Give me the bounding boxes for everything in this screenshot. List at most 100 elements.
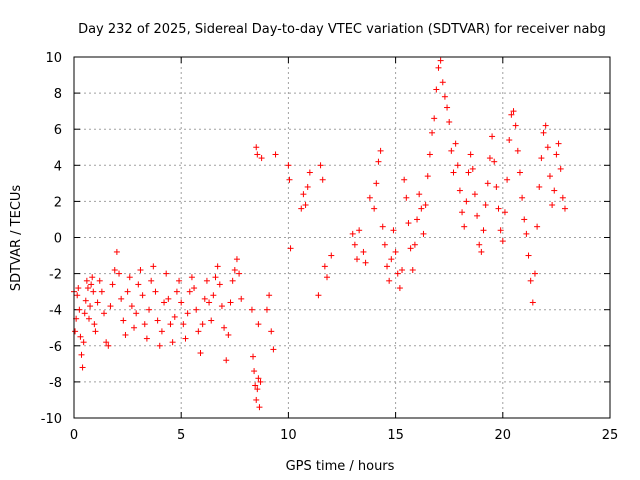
data-point [463, 198, 470, 205]
data-point [484, 180, 491, 187]
data-point [231, 266, 238, 273]
data-point [178, 299, 185, 306]
x-tick-label: 20 [495, 428, 512, 443]
data-point [84, 285, 91, 292]
data-point [109, 281, 116, 288]
data-point [315, 292, 322, 299]
y-tick-label: -2 [49, 268, 62, 283]
data-point [150, 263, 157, 270]
plot-frame [73, 56, 611, 419]
data-point [105, 342, 112, 349]
data-point [405, 220, 412, 227]
data-point [403, 194, 410, 201]
data-point [527, 277, 534, 284]
data-point [553, 151, 560, 158]
x-tick-label: 10 [280, 428, 297, 443]
data-point [203, 277, 210, 284]
data-point [225, 331, 232, 338]
data-point [493, 183, 500, 190]
data-point [148, 277, 155, 284]
data-point [429, 129, 436, 136]
data-point [255, 321, 262, 328]
data-point [557, 165, 564, 172]
chart-title: Day 232 of 2025, Sidereal Day-to-day VTE… [78, 22, 606, 37]
data-point [120, 317, 127, 324]
data-point [161, 299, 168, 306]
data-point [141, 321, 148, 328]
data-point [126, 274, 133, 281]
data-point [254, 386, 261, 393]
data-point [319, 176, 326, 183]
axis-ticks: 0 5 10 15 20 25 -10 -8 -6 -4 -2 0 2 4 6 8 10 [41, 51, 619, 443]
y-tick-label: -10 [41, 412, 62, 427]
data-point [444, 104, 451, 111]
data-point [418, 205, 425, 212]
data-point [426, 151, 433, 158]
data-point [437, 57, 444, 64]
data-point [506, 137, 513, 144]
data-point [300, 191, 307, 198]
data-point [366, 194, 373, 201]
data-point [416, 191, 423, 198]
data-point [461, 223, 468, 230]
x-tick-label: 15 [387, 428, 404, 443]
data-point [188, 274, 195, 281]
data-point [176, 277, 183, 284]
y-axis-label: SDTVAR / TECUs [9, 185, 24, 292]
data-point [448, 147, 455, 154]
data-point [407, 245, 414, 252]
data-point [476, 241, 483, 248]
data-point [89, 274, 96, 281]
data-point [221, 324, 228, 331]
data-point [450, 169, 457, 176]
y-tick-label: 0 [54, 232, 62, 247]
data-point [186, 288, 193, 295]
y-tick-label: -6 [49, 340, 62, 355]
data-point [131, 324, 138, 331]
y-tick-label: 10 [45, 51, 62, 66]
data-point [91, 321, 98, 328]
data-point [491, 158, 498, 165]
data-point [135, 281, 142, 288]
data-point [255, 375, 262, 382]
x-tick-label: 25 [602, 428, 619, 443]
data-point [478, 248, 485, 255]
data-point [116, 270, 123, 277]
data-point [482, 202, 489, 209]
data-point [439, 79, 446, 86]
data-point [459, 209, 466, 216]
data-point [377, 147, 384, 154]
data-point [250, 353, 257, 360]
data-point [118, 295, 125, 302]
data-point [531, 270, 538, 277]
data-point [268, 328, 275, 335]
data-point [420, 230, 427, 237]
data-point [227, 299, 234, 306]
data-point [79, 364, 86, 371]
data-point [72, 328, 79, 335]
data-point [216, 281, 223, 288]
data-point [521, 216, 528, 223]
data-point [390, 227, 397, 234]
data-point [208, 317, 215, 324]
data-point [317, 162, 324, 169]
data-point [306, 169, 313, 176]
data-point [94, 299, 101, 306]
data-point [456, 187, 463, 194]
data-point [81, 310, 88, 317]
data-point [256, 404, 263, 411]
data-point [396, 285, 403, 292]
x-tick-label: 5 [177, 428, 185, 443]
data-point [549, 202, 556, 209]
data-point [422, 202, 429, 209]
data-point [486, 155, 493, 162]
data-point [263, 306, 270, 313]
data-point [433, 86, 440, 93]
data-point [233, 256, 240, 263]
data-point [218, 303, 225, 310]
data-point [156, 342, 163, 349]
data-point [414, 216, 421, 223]
data-point [238, 295, 245, 302]
data-point [124, 288, 131, 295]
